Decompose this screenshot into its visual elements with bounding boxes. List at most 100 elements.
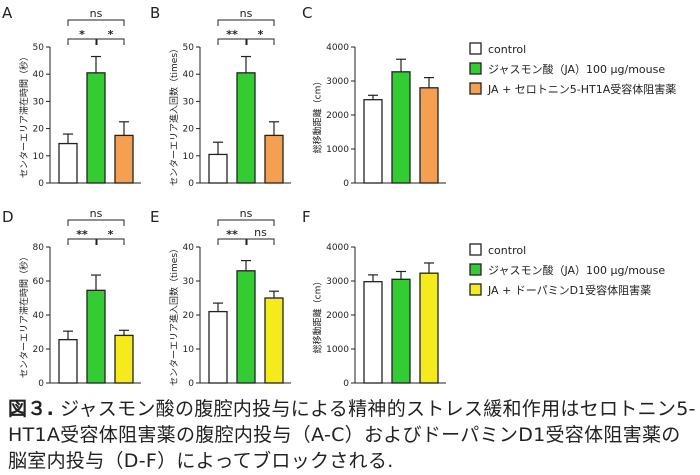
- legend-label: JA + ドーパミンD1受容体阻害薬: [487, 283, 651, 297]
- bar: [208, 153, 228, 184]
- panel-F: F 0 1000 2000 3000 4000 総移動距離（cm）: [302, 208, 446, 389]
- significance-bracket: [217, 38, 247, 45]
- significance-label: **: [76, 228, 88, 241]
- bar: [419, 272, 439, 384]
- significance-label: ns: [90, 207, 103, 220]
- significance-bracket: [96, 238, 125, 245]
- panel-letter-C: C: [302, 4, 312, 22]
- significance-bracket: [67, 219, 125, 226]
- y-tick-label: 20: [183, 125, 195, 135]
- caption-text: ジャスモン酸の腹腔内投与による精神的ストレス緩和作用はセロトニン5-HT1A受容…: [8, 398, 696, 472]
- significance-label: *: [258, 28, 264, 41]
- legend-swatch: [469, 243, 482, 256]
- y-tick-label: 20: [33, 345, 45, 355]
- y-tick-label: 0: [38, 179, 44, 189]
- bar: [208, 310, 228, 384]
- significance-label: ns: [254, 226, 267, 239]
- bar: [236, 72, 256, 184]
- y-tick-label: 30: [33, 97, 45, 107]
- y-tick-label: 50: [183, 43, 195, 53]
- bar: [114, 134, 134, 184]
- y-tick-label: 4000: [326, 43, 349, 53]
- bar: [58, 338, 78, 384]
- legend-label: control: [488, 244, 526, 257]
- y-tick-label: 0: [188, 179, 194, 189]
- bar: [363, 281, 383, 384]
- panel-letter-E: E: [150, 208, 159, 226]
- y-tick-label: 10: [183, 345, 195, 355]
- y-tick-label: 0: [343, 179, 349, 189]
- bar: [419, 87, 439, 184]
- legend-swatch: [469, 263, 482, 276]
- significance-label: *: [79, 28, 85, 41]
- y-tick-label: 1000: [326, 145, 349, 155]
- y-tick-label: 40: [33, 70, 45, 80]
- y-axis-label: 総移動距離（cm）: [312, 77, 324, 154]
- y-tick-label: 0: [343, 379, 349, 389]
- bar: [391, 71, 411, 184]
- significance-label: ns: [240, 7, 253, 20]
- significance-label: *: [108, 28, 114, 41]
- legend-swatch: [469, 283, 482, 296]
- y-tick-label: 10: [33, 152, 45, 162]
- y-tick-label: 20: [33, 125, 45, 135]
- y-tick-label: 80: [33, 243, 45, 253]
- significance-bracket: [96, 38, 125, 45]
- legend-swatch: [469, 42, 482, 55]
- y-tick-label: 1000: [326, 345, 349, 355]
- y-axis-label: センターエリア滞在時間（秒）: [18, 52, 30, 178]
- y-tick-label: 30: [183, 97, 195, 107]
- y-tick-label: 20: [183, 311, 195, 321]
- legend-swatch: [469, 62, 482, 75]
- panel-letter-B: B: [150, 4, 160, 22]
- bar: [363, 99, 383, 184]
- bar: [264, 134, 284, 184]
- bar: [58, 142, 78, 184]
- figure-label: 図３.: [8, 398, 55, 420]
- y-tick-label: 0: [188, 379, 194, 389]
- y-tick-label: 3000: [326, 277, 349, 287]
- legend-1: control ジャスモン酸（JA）100 µg/mouse JA + セロトニン5…: [469, 42, 676, 96]
- significance-bracket: [217, 19, 275, 26]
- y-axis-label: センターエリア滞在時間（秒）: [18, 252, 30, 378]
- legend-2: control ジャスモン酸（JA）100 µg/mouse JA + ドーパミンD…: [469, 243, 665, 297]
- y-tick-label: 2000: [326, 311, 349, 321]
- y-axis-label: 総移動距離（cm）: [312, 277, 324, 354]
- figure-caption: 図３. ジャスモン酸の腹腔内投与による精神的ストレス緩和作用はセロトニン5-HT1…: [8, 396, 698, 474]
- panel-letter-D: D: [2, 208, 14, 226]
- legend-label: JA + セロトニン5-HT1A受容体阻害薬: [487, 82, 676, 96]
- y-tick-label: 50: [33, 43, 45, 53]
- significance-bracket: [246, 238, 275, 245]
- significance-bracket: [217, 238, 247, 245]
- y-tick-label: 40: [183, 243, 195, 253]
- y-tick-label: 4000: [326, 243, 349, 253]
- y-tick-label: 40: [183, 70, 195, 80]
- legend-label: control: [488, 43, 526, 56]
- legend-swatch: [469, 82, 482, 95]
- legend-label: ジャスモン酸（JA）100 µg/mouse: [488, 62, 665, 76]
- significance-bracket: [67, 38, 97, 45]
- panel-C: C 0 1000 2000 3000 4000 総移動距離（cm）: [302, 4, 446, 189]
- panel-letter-F: F: [302, 208, 311, 226]
- significance-bracket: [217, 219, 275, 226]
- legend-label: ジャスモン酸（JA）100 µg/mouse: [488, 263, 665, 277]
- bar: [114, 334, 134, 384]
- panel-letter-A: A: [2, 4, 13, 22]
- y-axis-label: センターエリア進入回数（times）: [168, 44, 180, 186]
- y-tick-label: 3000: [326, 77, 349, 87]
- y-tick-label: 2000: [326, 111, 349, 121]
- significance-label: **: [226, 28, 238, 41]
- y-tick-label: 40: [33, 311, 45, 321]
- significance-bracket: [67, 19, 125, 26]
- significance-label: **: [226, 228, 238, 241]
- significance-bracket: [67, 238, 97, 245]
- y-tick-label: 0: [38, 379, 44, 389]
- bar: [86, 72, 106, 184]
- y-tick-label: 10: [183, 152, 195, 162]
- significance-label: *: [108, 228, 114, 241]
